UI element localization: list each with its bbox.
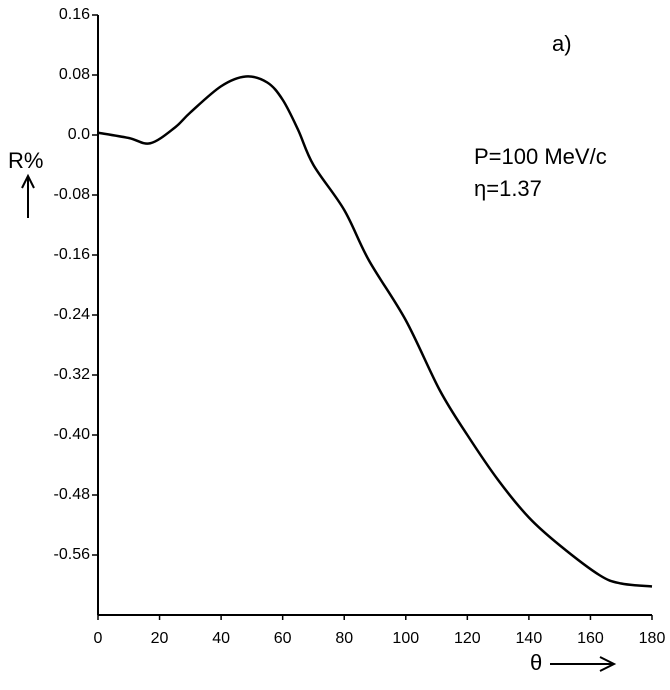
- y-arrow: [21, 173, 35, 218]
- curve: [97, 75, 653, 588]
- y-tick-label: -0.56: [54, 546, 91, 563]
- x-tick-label: 60: [274, 630, 292, 647]
- y-tick-label: 0.16: [59, 6, 90, 23]
- y-axis-label: R%: [8, 148, 43, 173]
- y-tick-label: 0.0: [68, 126, 90, 143]
- x-tick-label: 80: [335, 630, 353, 647]
- x-tick-label: 160: [577, 630, 604, 647]
- y-tick-label: -0.32: [54, 366, 91, 383]
- y-tick-label: -0.24: [54, 306, 91, 323]
- x-axis-label: θ: [530, 650, 542, 675]
- x-tick-label: 120: [454, 630, 481, 647]
- x-tick-label: 0: [94, 630, 103, 647]
- x-tick-label: 40: [212, 630, 230, 647]
- y-tick-label: -0.48: [54, 486, 91, 503]
- panel-label: a): [552, 31, 572, 56]
- annotation: P=100 MeV/c: [474, 144, 607, 169]
- x-tick-label: 180: [639, 630, 666, 647]
- y-tick-label: -0.40: [54, 426, 91, 443]
- x-tick-label: 20: [151, 630, 169, 647]
- y-tick-label: -0.08: [54, 186, 91, 203]
- x-tick-label: 100: [392, 630, 419, 647]
- x-arrow: [550, 656, 617, 672]
- y-tick-label: -0.16: [54, 246, 91, 263]
- x-tick-label: 140: [516, 630, 543, 647]
- y-tick-label: 0.08: [59, 66, 90, 83]
- annotation: η=1.37: [474, 176, 542, 201]
